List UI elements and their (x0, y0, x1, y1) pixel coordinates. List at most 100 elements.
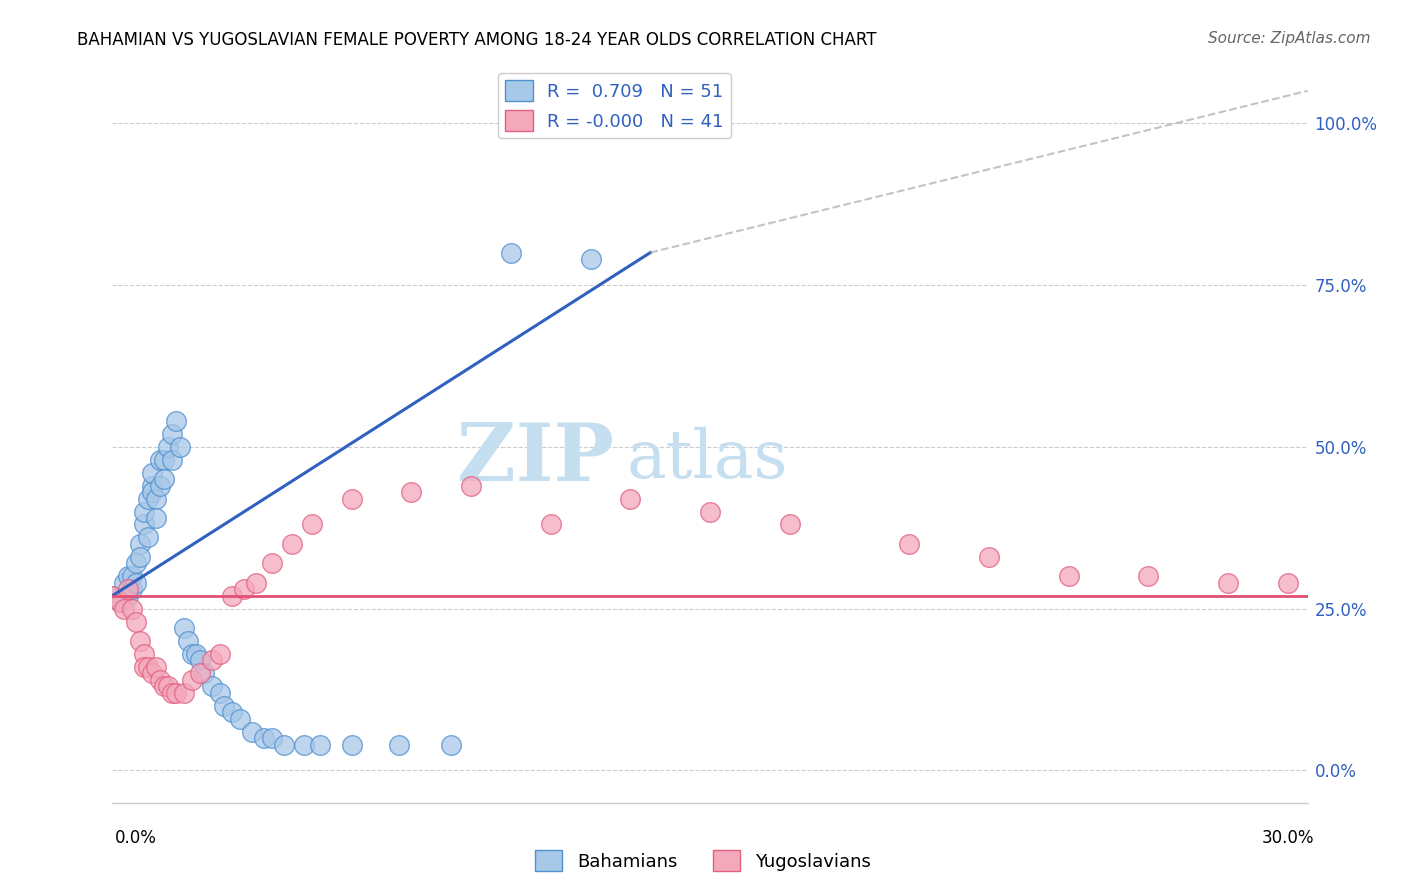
Point (188, 653, 211, 667)
Point (162, 452, 183, 467)
Point (117, 582, 139, 597)
Point (134, 504, 156, 518)
Point (141, 666, 163, 681)
Point (619, 491, 641, 506)
Point (245, 575, 267, 590)
Point (114, 601, 135, 615)
Point (157, 679, 180, 693)
Point (110, 595, 132, 609)
Point (273, 738, 295, 752)
Point (121, 601, 143, 615)
Point (233, 582, 256, 597)
Point (229, 712, 252, 726)
Point (141, 478, 163, 492)
Point (153, 679, 176, 693)
Text: 0.0%: 0.0% (115, 829, 157, 847)
Point (138, 491, 160, 506)
Point (499, 245, 522, 260)
Point (125, 575, 148, 590)
Point (388, 738, 411, 752)
Legend: R =  0.709   N = 51, R = -0.000   N = 41: R = 0.709 N = 51, R = -0.000 N = 41 (498, 73, 731, 138)
Point (145, 660, 167, 674)
Point (117, 589, 139, 603)
Point (977, 549, 1000, 564)
Point (779, 517, 801, 532)
Point (101, 589, 124, 603)
Point (221, 589, 243, 603)
Point (149, 452, 172, 467)
Point (162, 686, 183, 700)
Point (125, 615, 148, 629)
Point (260, 557, 283, 571)
Point (292, 738, 315, 752)
Point (153, 452, 176, 467)
Point (117, 569, 139, 583)
Point (145, 511, 167, 525)
Point (121, 569, 143, 583)
Point (181, 647, 204, 661)
Point (240, 724, 263, 739)
Point (121, 582, 143, 597)
Point (301, 517, 323, 532)
Point (208, 647, 231, 661)
Point (173, 621, 195, 635)
Point (141, 466, 163, 480)
Point (169, 440, 191, 454)
Point (129, 634, 152, 648)
Point (145, 491, 167, 506)
Text: BAHAMIAN VS YUGOSLAVIAN FEMALE POVERTY AMONG 18-24 YEAR OLDS CORRELATION CHART: BAHAMIAN VS YUGOSLAVIAN FEMALE POVERTY A… (77, 31, 877, 49)
Point (699, 504, 721, 518)
Text: ZIP: ZIP (457, 420, 614, 498)
Point (898, 537, 921, 551)
Text: atlas: atlas (626, 426, 787, 491)
Text: Source: ZipAtlas.com: Source: ZipAtlas.com (1208, 31, 1371, 46)
Point (281, 537, 304, 551)
Point (1277, 575, 1299, 590)
Point (153, 472, 176, 486)
Point (125, 557, 148, 571)
Point (579, 252, 602, 266)
Point (134, 660, 156, 674)
Point (149, 478, 172, 492)
Point (157, 440, 180, 454)
Point (1216, 575, 1239, 590)
Point (253, 731, 276, 745)
Point (129, 537, 152, 551)
Point (114, 575, 135, 590)
Point (1057, 569, 1080, 583)
Point (129, 549, 152, 564)
Point (165, 686, 187, 700)
Point (212, 698, 235, 713)
Point (110, 595, 132, 609)
Point (186, 647, 208, 661)
Point (162, 426, 183, 441)
Point (134, 647, 156, 661)
Point (101, 589, 124, 603)
Point (193, 666, 215, 681)
Point (460, 478, 482, 492)
Point (260, 731, 283, 745)
Point (138, 660, 160, 674)
Point (208, 686, 231, 700)
Point (440, 738, 463, 752)
Text: 30.0%: 30.0% (1263, 829, 1315, 847)
Point (221, 705, 243, 719)
Point (173, 686, 195, 700)
Point (138, 530, 160, 544)
Point (177, 634, 200, 648)
Point (1137, 569, 1160, 583)
Point (340, 738, 363, 752)
Point (401, 485, 423, 500)
Point (308, 738, 330, 752)
Point (340, 491, 363, 506)
Point (181, 673, 204, 687)
Point (201, 653, 224, 667)
Point (540, 517, 562, 532)
Point (134, 517, 156, 532)
Point (165, 414, 187, 428)
Point (149, 673, 172, 687)
Point (188, 666, 211, 681)
Point (201, 679, 224, 693)
Point (141, 485, 163, 500)
Legend: Bahamians, Yugoslavians: Bahamians, Yugoslavians (529, 843, 877, 879)
